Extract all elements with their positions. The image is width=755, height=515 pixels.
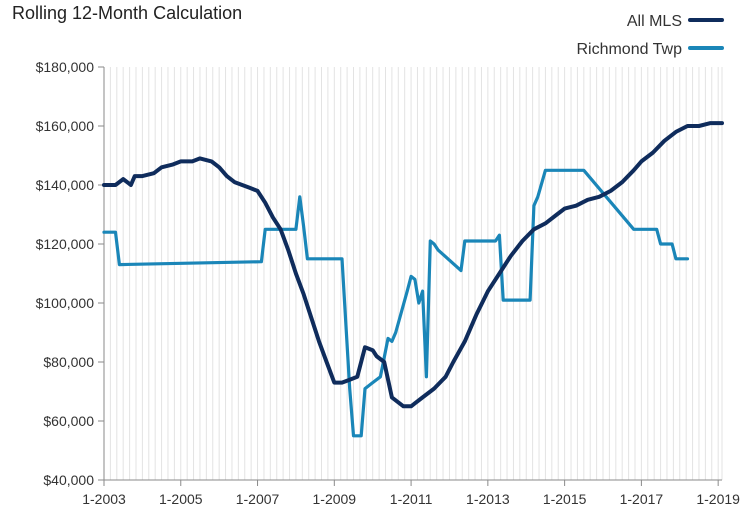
x-tick-label: 1-2003: [82, 491, 126, 507]
x-tick-label: 1-2017: [620, 491, 664, 507]
y-tick-label: $180,000: [36, 59, 95, 75]
series-line-richmond-twp: [102, 168, 690, 438]
axis-layer: $40,000 $60,000 $80,000 $100,000 $120,000 $14…: [36, 59, 741, 507]
y-tick-label: $120,000: [36, 236, 95, 252]
series-layer: [102, 121, 724, 438]
x-tick-label: 1-2015: [543, 491, 587, 507]
y-tick-label: $40,000: [43, 472, 94, 488]
x-tick-label: 1-2007: [236, 491, 280, 507]
chart-title: Rolling 12-Month Calculation: [12, 3, 243, 23]
y-tick-label: $160,000: [36, 118, 95, 134]
grid-layer: [103, 67, 723, 480]
y-tick-label: $100,000: [36, 295, 95, 311]
y-tick-label: $60,000: [43, 413, 94, 429]
y-tick-label: $140,000: [36, 177, 95, 193]
series-line-all-mls: [102, 121, 724, 409]
y-tick-label: $80,000: [43, 354, 94, 370]
x-tick-label: 1-2013: [466, 491, 510, 507]
x-tick-label: 1-2005: [159, 491, 203, 507]
x-tick-label: 1-2011: [390, 491, 433, 507]
x-tick-label: 1-2009: [313, 491, 357, 507]
legend-label: Richmond Twp: [576, 41, 682, 58]
x-tick-label: 1-2019: [696, 491, 740, 507]
legend-label: All MLS: [627, 13, 682, 30]
legend: All MLS Richmond Twp: [576, 13, 724, 58]
